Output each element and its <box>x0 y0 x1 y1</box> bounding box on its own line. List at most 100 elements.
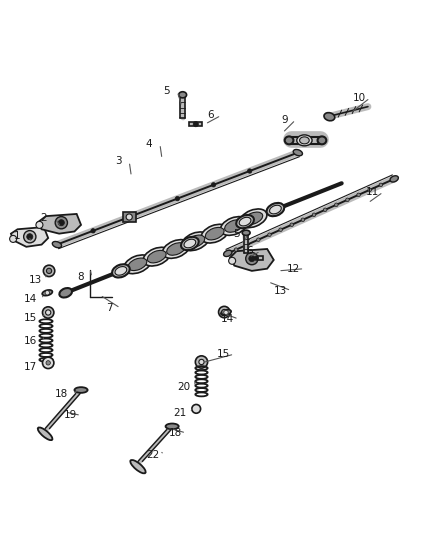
Ellipse shape <box>112 264 130 278</box>
Circle shape <box>55 216 67 229</box>
Circle shape <box>357 193 360 197</box>
Text: 19: 19 <box>64 410 77 421</box>
Text: 21: 21 <box>173 408 186 418</box>
Ellipse shape <box>240 209 267 228</box>
Ellipse shape <box>324 112 335 121</box>
Ellipse shape <box>166 424 179 429</box>
Circle shape <box>192 405 201 413</box>
Circle shape <box>195 356 208 368</box>
Circle shape <box>58 220 64 226</box>
Text: 13: 13 <box>28 274 42 285</box>
Polygon shape <box>250 256 263 260</box>
Ellipse shape <box>38 427 53 440</box>
Text: 15: 15 <box>24 313 37 323</box>
Polygon shape <box>123 212 136 222</box>
Text: 12: 12 <box>287 264 300 273</box>
Text: 22: 22 <box>147 450 160 460</box>
Circle shape <box>224 310 228 314</box>
Circle shape <box>234 248 238 252</box>
Ellipse shape <box>162 240 190 259</box>
Ellipse shape <box>293 149 303 156</box>
Ellipse shape <box>124 255 151 273</box>
Circle shape <box>46 361 50 365</box>
Polygon shape <box>230 249 274 271</box>
Ellipse shape <box>184 239 196 248</box>
Circle shape <box>175 197 180 201</box>
Polygon shape <box>37 214 81 233</box>
Circle shape <box>222 310 227 314</box>
Text: 18: 18 <box>169 428 182 438</box>
Circle shape <box>43 265 55 277</box>
Ellipse shape <box>143 247 170 266</box>
Circle shape <box>36 221 43 229</box>
Text: 6: 6 <box>246 246 253 256</box>
Text: 16: 16 <box>24 336 37 346</box>
Circle shape <box>290 223 293 227</box>
Text: 4: 4 <box>145 139 152 149</box>
Ellipse shape <box>181 237 199 250</box>
Text: 7: 7 <box>106 303 113 313</box>
Ellipse shape <box>300 137 309 144</box>
Ellipse shape <box>269 205 281 214</box>
Text: 17: 17 <box>24 362 37 372</box>
Circle shape <box>27 233 33 240</box>
Text: 5: 5 <box>233 229 240 239</box>
Circle shape <box>91 229 95 233</box>
Circle shape <box>268 233 271 237</box>
Circle shape <box>246 253 258 265</box>
Polygon shape <box>189 122 202 126</box>
Circle shape <box>379 183 383 187</box>
Circle shape <box>24 231 36 243</box>
Circle shape <box>45 290 49 295</box>
Circle shape <box>247 169 252 173</box>
Text: 1: 1 <box>14 231 21 241</box>
Ellipse shape <box>74 387 88 393</box>
Circle shape <box>193 122 198 127</box>
Circle shape <box>245 243 249 246</box>
Ellipse shape <box>225 220 244 232</box>
Ellipse shape <box>60 288 72 297</box>
Ellipse shape <box>285 136 293 144</box>
Ellipse shape <box>182 232 209 251</box>
Circle shape <box>312 213 316 216</box>
Circle shape <box>211 183 215 187</box>
Circle shape <box>46 268 52 273</box>
Ellipse shape <box>236 215 254 228</box>
Circle shape <box>127 215 131 219</box>
Text: 13: 13 <box>274 286 287 296</box>
Ellipse shape <box>115 266 127 275</box>
Text: 14: 14 <box>24 294 37 304</box>
Circle shape <box>346 198 349 201</box>
Text: 6: 6 <box>207 110 214 120</box>
Ellipse shape <box>239 217 251 226</box>
Ellipse shape <box>42 290 53 296</box>
Circle shape <box>229 257 236 264</box>
Circle shape <box>301 218 305 222</box>
Text: 14: 14 <box>221 314 234 324</box>
Circle shape <box>257 238 260 241</box>
Circle shape <box>219 306 230 318</box>
Circle shape <box>323 208 327 212</box>
Ellipse shape <box>242 230 250 236</box>
Ellipse shape <box>244 212 263 224</box>
Text: 15: 15 <box>217 349 230 359</box>
Ellipse shape <box>179 92 187 98</box>
Ellipse shape <box>130 460 146 473</box>
Polygon shape <box>11 227 48 247</box>
Circle shape <box>335 203 338 207</box>
Circle shape <box>279 228 283 231</box>
Ellipse shape <box>297 135 312 146</box>
Ellipse shape <box>318 136 326 144</box>
Ellipse shape <box>220 216 247 236</box>
Ellipse shape <box>223 250 232 256</box>
Ellipse shape <box>52 241 62 248</box>
Text: 9: 9 <box>281 115 288 125</box>
Circle shape <box>10 236 17 243</box>
Text: 11: 11 <box>366 187 379 197</box>
Text: 5: 5 <box>163 86 170 96</box>
Circle shape <box>42 357 54 368</box>
Ellipse shape <box>201 224 228 243</box>
Text: 18: 18 <box>55 389 68 399</box>
Circle shape <box>249 255 255 262</box>
Ellipse shape <box>147 251 166 263</box>
